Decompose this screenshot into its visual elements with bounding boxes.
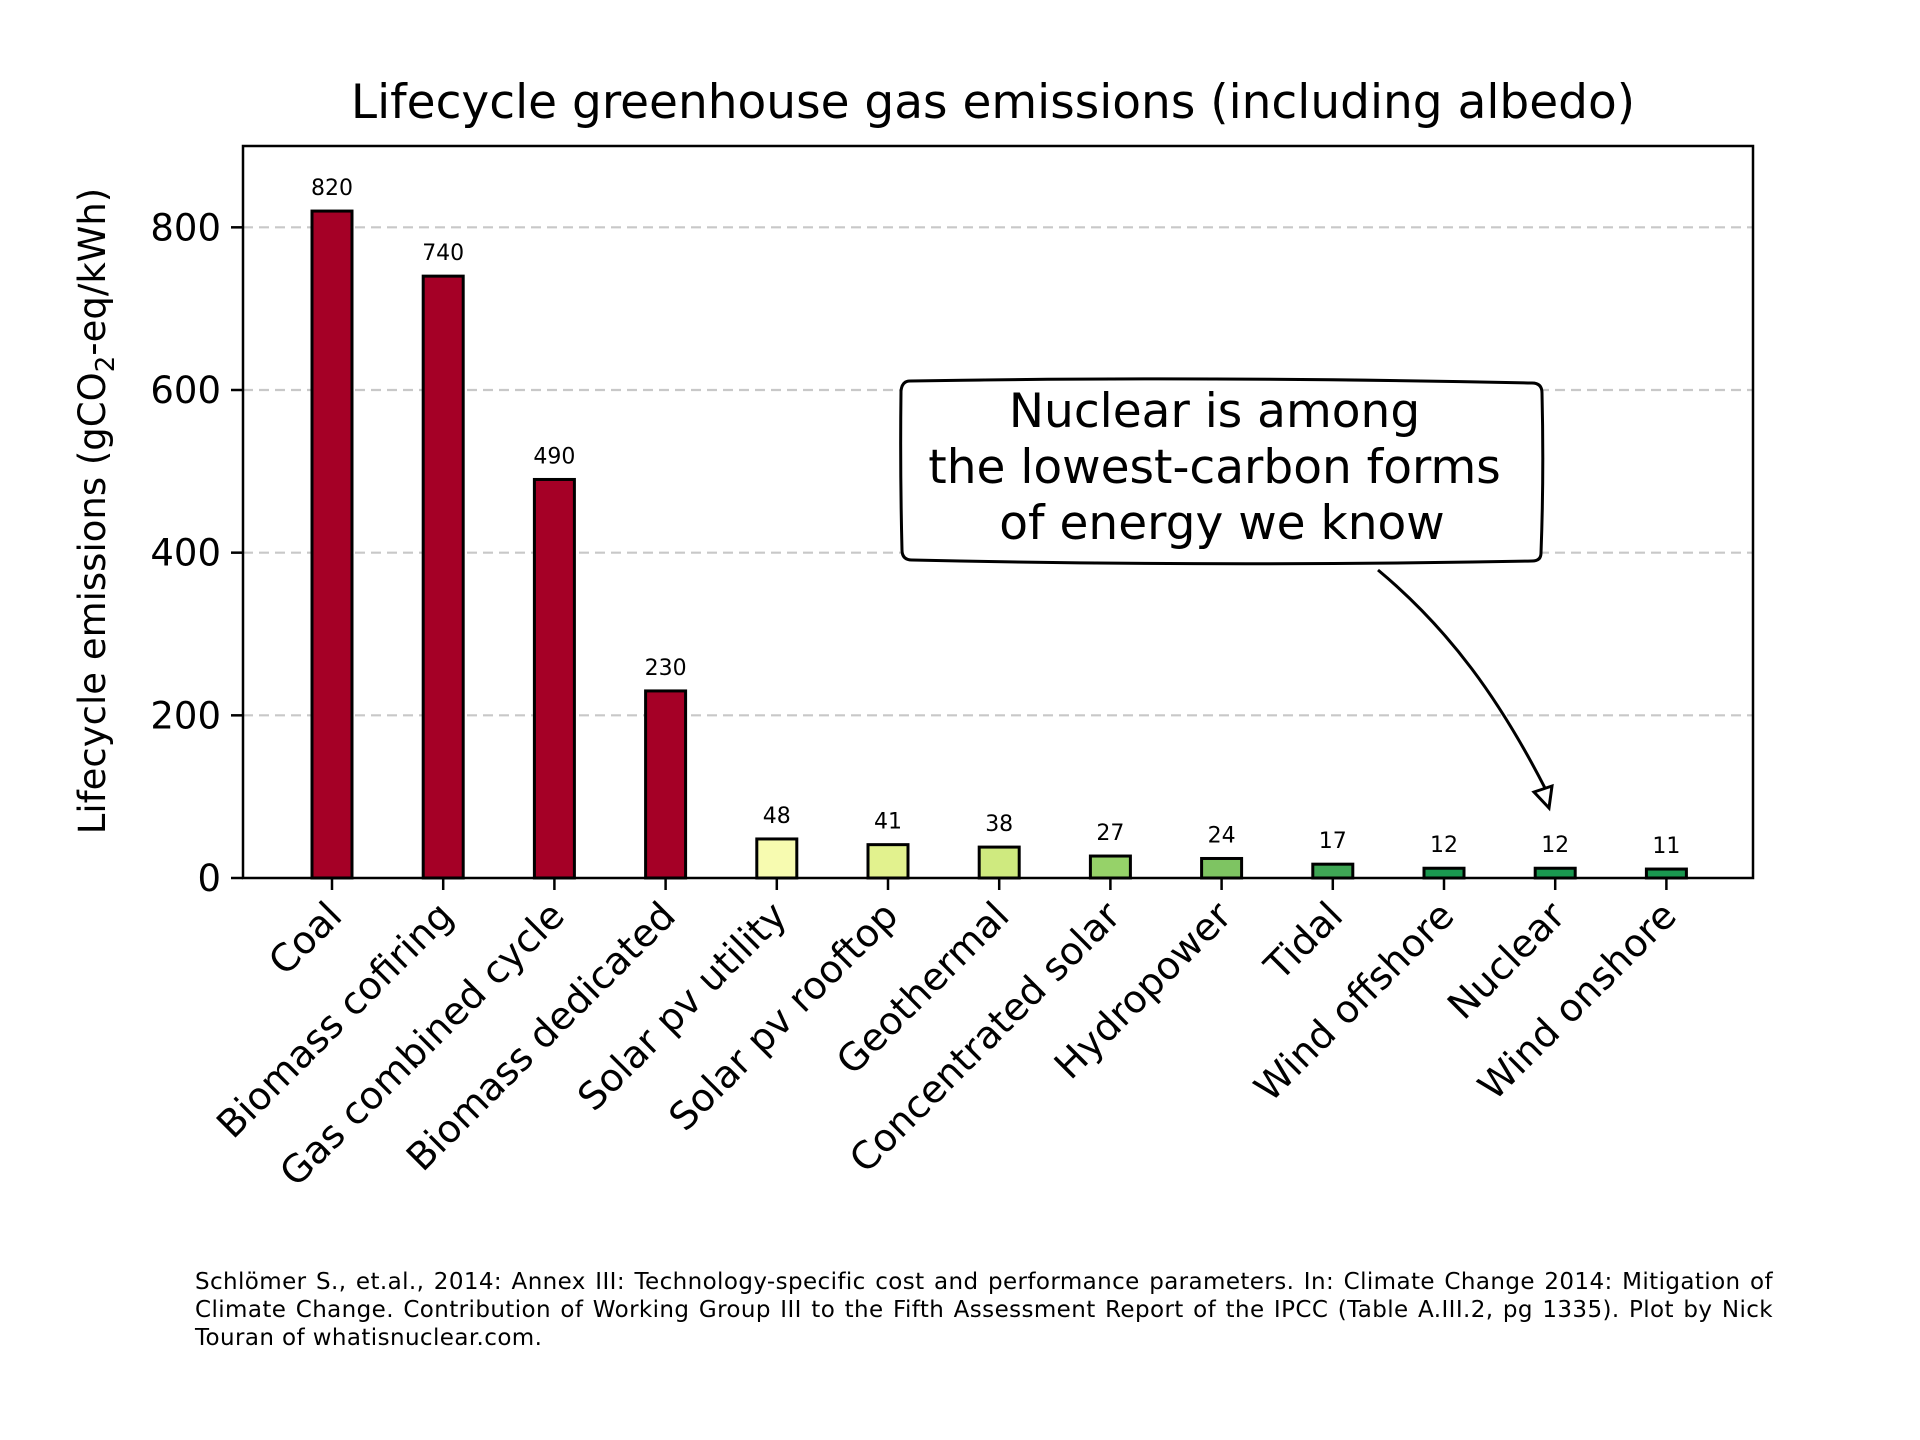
data-label-gas-combined-cycle: 490 [533,444,575,469]
annotation-callout: Nuclear is among the lowest-carbon forms… [899,377,1554,812]
data-labels: 820 740 490 230 48 41 38 27 24 17 12 12 11 [311,176,1680,859]
callout-text: Nuclear is among the lowest-carbon forms… [928,384,1515,551]
y-axis-label-part-3: -eq/kWh) [71,188,114,356]
data-label-biomass-cofiring: 740 [422,241,464,266]
bar-wind-offshore [1422,866,1466,880]
callout-line-2: the lowest-carbon forms [928,440,1500,495]
y-axis-label-subscript: 2 [91,356,121,373]
bar-solar-pv-utility [755,837,799,880]
bar-geothermal [977,845,1021,880]
data-label-wind-offshore: 12 [1430,833,1458,858]
bar-tidal [1311,862,1355,880]
callout-line-1: Nuclear is among [1009,384,1420,439]
bar-solar-pv-rooftop [866,843,910,880]
data-label-tidal: 17 [1319,829,1347,854]
bar-gas-combined-cycle [532,477,576,880]
data-label-hydropower: 24 [1208,823,1236,848]
bar-biomass-dedicated [644,689,688,880]
x-tick-label-wind-offshore: Wind offshore [1246,893,1463,1110]
data-label-solar-pv-rooftop: 41 [874,810,902,835]
x-tick-label-tidal: Tidal [1255,893,1351,989]
data-label-coal: 820 [311,176,353,201]
x-tick-label-wind-onshore: Wind onshore [1470,893,1685,1108]
y-axis-label: Lifecycle emissions (gCO2-eq/kWh) [71,188,121,835]
callout-box [899,377,1545,566]
callout-line-3: of energy we know [999,496,1444,551]
citation-text: Schlömer S., et.al., 2014: Annex III: Te… [195,1269,1773,1351]
bar-wind-onshore [1644,867,1688,880]
data-label-biomass-dedicated: 230 [645,656,687,681]
callout-arrow [1377,568,1548,791]
bar-biomass-cofiring [421,274,465,880]
y-tick-label-0: 0 [197,857,221,900]
y-axis-label-part-1: Lifecycle emissions (gCO [71,372,114,834]
y-tick-label-600: 600 [150,369,221,412]
y-tick-label-800: 800 [150,206,221,249]
bar-nuclear [1533,866,1577,880]
data-label-solar-pv-utility: 48 [763,804,791,829]
data-label-concentrated-solar: 27 [1096,821,1124,846]
data-label-nuclear: 12 [1541,833,1569,858]
y-axis-ticks: 0 200 400 600 800 [150,206,243,900]
y-tick-label-400: 400 [150,532,221,575]
callout-arrowhead [1531,783,1554,812]
data-label-wind-onshore: 11 [1652,834,1680,859]
bar-hydropower [1200,856,1244,880]
x-tick-label-coal: Coal [260,893,350,983]
bar-coal [310,209,354,880]
bar-concentrated-solar [1088,854,1132,880]
data-label-geothermal: 38 [985,812,1013,837]
y-tick-label-200: 200 [150,694,221,737]
chart-title: Lifecycle greenhouse gas emissions (incl… [351,75,1635,130]
